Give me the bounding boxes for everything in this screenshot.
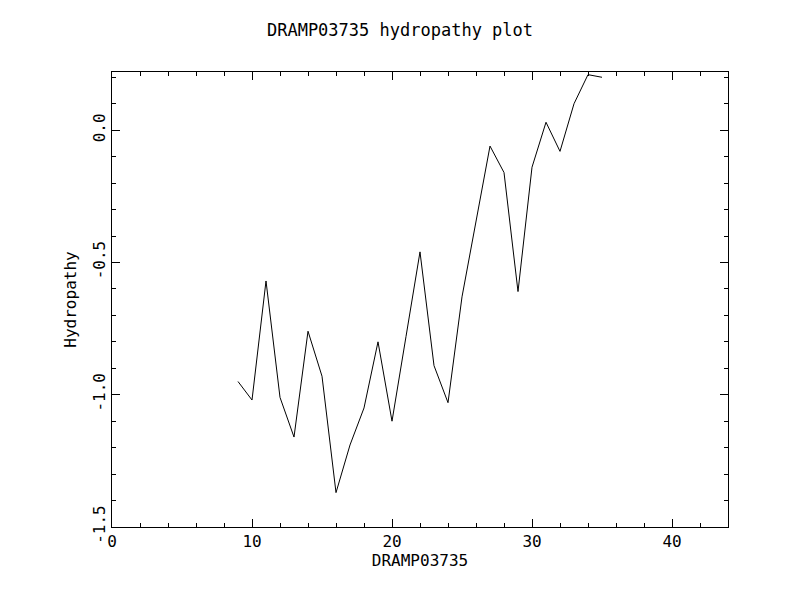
svg-text:30: 30 bbox=[522, 532, 541, 551]
svg-text:Hydropathy: Hydropathy bbox=[61, 251, 80, 348]
svg-text:DRAMP03735: DRAMP03735 bbox=[372, 551, 468, 570]
svg-text:DRAMP03735 hydropathy plot: DRAMP03735 hydropathy plot bbox=[267, 20, 533, 40]
svg-text:-1.5: -1.5 bbox=[90, 505, 109, 544]
svg-text:40: 40 bbox=[662, 532, 681, 551]
svg-text:10: 10 bbox=[242, 532, 261, 551]
svg-text:0.0: 0.0 bbox=[90, 113, 109, 142]
svg-text:20: 20 bbox=[382, 532, 401, 551]
svg-text:-0.5: -0.5 bbox=[90, 241, 109, 280]
svg-text:0: 0 bbox=[107, 532, 117, 551]
svg-text:-1.0: -1.0 bbox=[90, 373, 109, 412]
